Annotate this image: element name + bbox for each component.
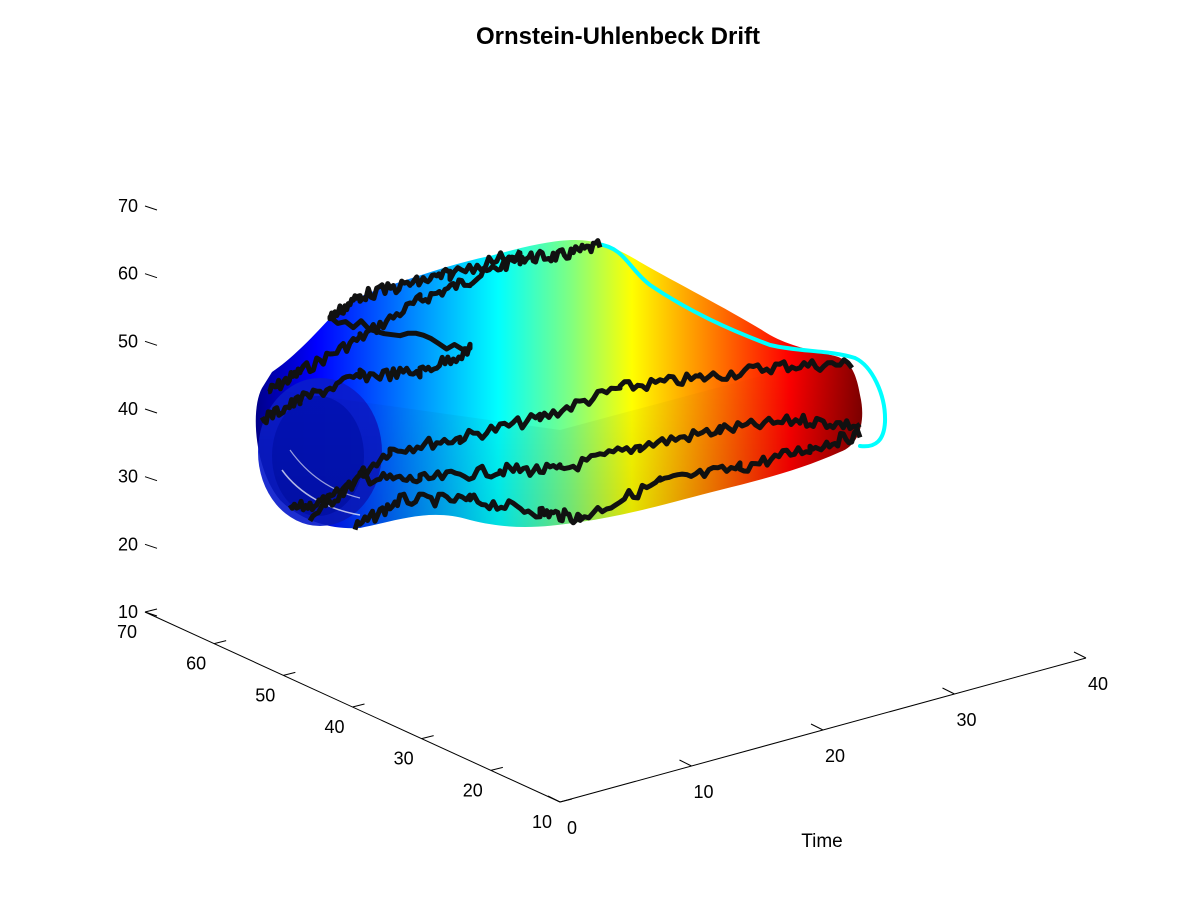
z-tick-mark: [144, 408, 158, 414]
z-tick-label: 10: [118, 602, 138, 622]
x-tick-label: 10: [693, 782, 713, 802]
y-tick-label: 30: [394, 749, 414, 769]
y-tick-mark: [490, 766, 503, 771]
z-tick-mark: [144, 273, 158, 279]
z-tick-mark: [144, 205, 158, 211]
sample-path: [352, 427, 863, 531]
z-tick-mark: [144, 611, 158, 617]
y-tick-mark: [144, 608, 158, 613]
z-tick-label: 20: [118, 534, 138, 554]
chart-title: Ornstein-Uhlenbeck Drift: [476, 23, 760, 50]
y-tick-mark: [352, 703, 365, 708]
x-tick-label: 20: [825, 746, 845, 766]
y-tick-label: 70: [117, 622, 137, 642]
y-tick-mark: [559, 798, 573, 803]
x-axis-label: Time: [801, 831, 843, 852]
z-tick-mark: [144, 543, 158, 549]
surface-shade: [255, 356, 863, 529]
sample-paths: [259, 238, 863, 531]
y-ticks: 10 20 30 40 50 60 70: [117, 608, 573, 832]
y-tick-label: 20: [463, 780, 483, 800]
mean-curve: [596, 242, 888, 449]
y-tick-label: 40: [324, 717, 344, 737]
surface-highlight: [289, 449, 361, 499]
x-tick-mark: [547, 795, 561, 803]
z-tick-label: 30: [118, 467, 138, 487]
y-tick-mark: [421, 735, 434, 740]
y-tick-label: 50: [255, 685, 275, 705]
sample-path: [267, 238, 603, 395]
z-tick-mark: [144, 476, 158, 482]
y-tick-label: 60: [186, 654, 206, 674]
x-tick-mark: [942, 687, 955, 695]
z-tick-label: 70: [118, 196, 138, 216]
x-tick-label: 40: [1088, 674, 1108, 694]
z-tick-label: 40: [118, 399, 138, 419]
x-ticks: 0 10 20 30 40: [547, 651, 1108, 838]
x-tick-label: 0: [567, 818, 577, 838]
y-tick-mark: [283, 671, 296, 676]
z-tick-label: 60: [118, 264, 138, 284]
x-tick-mark: [810, 723, 824, 731]
x-tick-mark: [1073, 651, 1087, 659]
x-tick-label: 30: [956, 710, 976, 730]
y-tick-label: 10: [532, 812, 552, 832]
z-ticks: 10 20 30 40 50 60 70: [118, 196, 158, 622]
y-tick-mark: [214, 640, 227, 645]
sample-path: [259, 249, 523, 426]
x-tick-mark: [679, 759, 692, 767]
z-tick-label: 50: [118, 331, 138, 351]
z-tick-mark: [144, 340, 158, 346]
sample-path: [307, 412, 862, 523]
